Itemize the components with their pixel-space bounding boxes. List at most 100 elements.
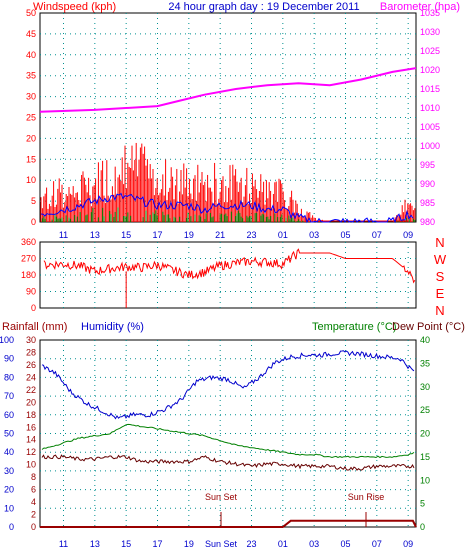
x-tick-label: 15 (121, 539, 131, 549)
dewpoint-label: Dew Point (°C) (392, 321, 465, 333)
rainfall-line (40, 519, 417, 528)
barometer-tick-label: 1005 (420, 122, 440, 132)
temperature-tick-label: 0 (420, 522, 425, 532)
temperature-tick-label: 20 (420, 429, 430, 439)
temp-x-ticks: 11 13 15 17 19 23 01 03 05 07 09 (59, 539, 413, 549)
rain-tick-label: 28 (26, 347, 36, 357)
sunrise-label: Sun Rise (348, 492, 385, 502)
windspeed-tick-label: 50 (26, 8, 36, 18)
rain-tick-label: 26 (26, 360, 36, 370)
wind-panel-frame (39, 12, 417, 223)
x-tick-label: 11 (59, 230, 68, 240)
x-tick-label: 13 (90, 230, 100, 240)
barometer-line (39, 67, 417, 113)
x-tick-label: 19 (184, 539, 194, 549)
sunset-tick-label: Sun Set (205, 539, 238, 549)
x-tick-label: 07 (372, 230, 382, 240)
rain-tick-label: 18 (26, 410, 36, 420)
windspeed-tick-label: 35 (26, 71, 36, 81)
rain-tick-label: 0 (31, 522, 36, 532)
x-tick-label: 05 (340, 230, 350, 240)
barometer-tick-label: 995 (420, 160, 435, 170)
barometer-tick-label: 1025 (420, 46, 440, 56)
rain-tick-label: 10 (26, 460, 36, 470)
windspeed-tick-label: 15 (26, 154, 36, 164)
temperature-ticks: 0 5 10 15 20 25 30 35 40 (420, 335, 430, 532)
windspeed-tick-label: 45 (26, 29, 36, 39)
compass-letter: N (435, 235, 444, 250)
temperature-tick-label: 25 (420, 405, 430, 415)
rain-tick-label: 16 (26, 422, 36, 432)
windspeed-ticks: 0 5 10 15 20 25 30 35 40 45 50 (26, 8, 36, 227)
barometer-tick-label: 1010 (420, 103, 440, 113)
x-tick-label: 17 (152, 539, 162, 549)
dewpoint-line (41, 454, 415, 471)
humidity-tick-label: 0 (9, 522, 14, 532)
windspeed-tick-label: 10 (26, 175, 36, 185)
windspeed-tick-label: 5 (31, 196, 36, 206)
humidity-tick-label: 20 (4, 485, 14, 495)
humidity-tick-label: 100 (0, 335, 14, 345)
rain-tick-label: 2 (31, 510, 36, 520)
direction-tick-label: 360 (21, 237, 36, 247)
x-tick-label: 11 (59, 539, 68, 549)
temperature-tick-label: 30 (420, 382, 430, 392)
temperature-tick-label: 15 (420, 452, 430, 462)
humidity-ticks: 0 10 20 30 40 50 60 70 80 90 100 (0, 335, 14, 532)
rain-tick-label: 6 (31, 485, 36, 495)
sunset-label: Sun Set (205, 492, 238, 502)
windspeed-tick-label: 40 (26, 50, 36, 60)
x-tick-label: 07 (372, 539, 382, 549)
compass-letter: W (434, 252, 447, 267)
windspeed-tick-label: 0 (31, 217, 36, 227)
x-tick-label: 17 (152, 230, 162, 240)
humidity-tick-label: 80 (4, 372, 14, 382)
barometer-ticks: 980 985 990 995 1000 1005 1010 1015 1020 1025 1030… (420, 8, 440, 227)
barometer-tick-label: 980 (420, 217, 435, 227)
humidity-tick-label: 50 (4, 429, 14, 439)
x-tick-label: 05 (340, 539, 350, 549)
barometer-tick-label: 1015 (420, 84, 440, 94)
rain-tick-label: 4 (31, 497, 36, 507)
temperature-tick-label: 40 (420, 335, 430, 345)
humidity-tick-label: 70 (4, 391, 14, 401)
rain-tick-label: 14 (26, 435, 36, 445)
temperature-tick-label: 5 (420, 499, 425, 509)
windspeed-axis-label: Windspeed (kph) (33, 1, 116, 13)
rainfall-label: Rainfall (mm) (2, 321, 67, 333)
x-tick-label: 09 (403, 539, 413, 549)
direction-tick-label: 0 (31, 303, 36, 313)
wind-x-ticks: 11 13 15 17 19 21 23 01 03 05 07 09 (59, 230, 413, 240)
humidity-label: Humidity (%) (81, 321, 144, 333)
temperature-label: Temperature (°C) (312, 321, 396, 333)
x-tick-label: 13 (90, 539, 100, 549)
x-tick-label: 03 (309, 230, 319, 240)
temperature-tick-label: 10 (420, 475, 430, 485)
windspeed-tick-label: 30 (26, 92, 36, 102)
rain-tick-label: 20 (26, 397, 36, 407)
rain-tick-label: 24 (26, 372, 36, 382)
x-tick-label: 01 (278, 539, 288, 549)
compass-letter: S (436, 269, 445, 284)
direction-panel-frame (39, 241, 417, 309)
rain-tick-label: 30 (26, 335, 36, 345)
temp-panel-grid (40, 340, 416, 527)
direction-line (43, 248, 416, 284)
wind-series (40, 142, 416, 224)
direction-ticks: 0 90 180 270 360 (21, 237, 36, 313)
humidity-tick-label: 40 (4, 447, 14, 457)
windspeed-tick-label: 25 (26, 113, 36, 123)
humidity-tick-label: 90 (4, 354, 14, 364)
windspeed-tick-label: 20 (26, 133, 36, 143)
x-tick-label: 23 (246, 230, 256, 240)
x-tick-label: 19 (184, 230, 194, 240)
direction-tick-label: 270 (21, 254, 36, 264)
graph-title: 24 hour graph day : 19 December 2011 (168, 1, 359, 13)
humidity-tick-label: 60 (4, 410, 14, 420)
x-tick-label: 09 (403, 230, 413, 240)
barometer-tick-label: 1000 (420, 141, 440, 151)
wind-average-line (40, 192, 414, 224)
